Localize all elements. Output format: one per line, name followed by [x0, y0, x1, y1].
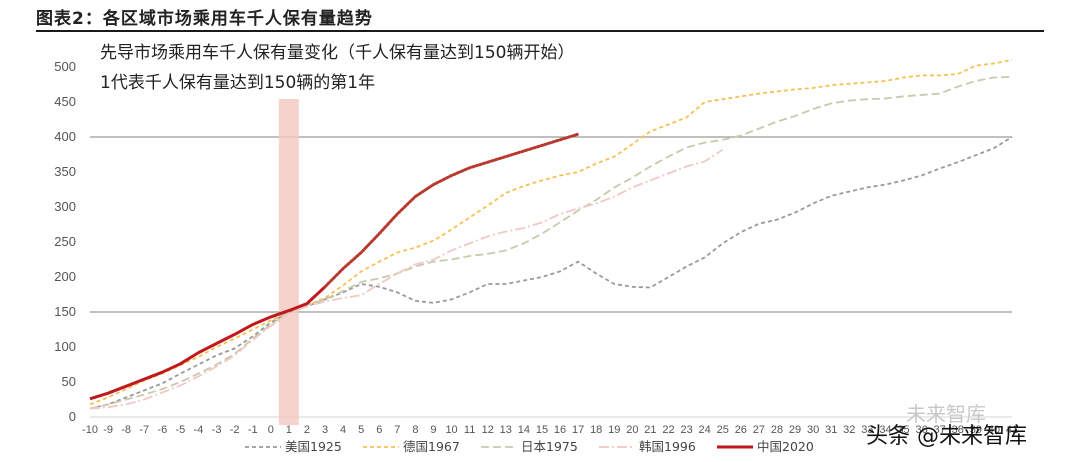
x-tick-label: 14: [518, 424, 530, 436]
series-line-china-forecast: [323, 132, 580, 289]
x-tick-label: 31: [825, 424, 837, 436]
x-tick-label: 28: [771, 424, 783, 436]
series-line-德国1967: [89, 59, 1013, 406]
x-tick-label: 5: [358, 424, 364, 436]
x-tick-label: 39: [970, 424, 982, 436]
x-tick-label: -2: [230, 424, 240, 436]
x-tick-label: 25: [717, 424, 729, 436]
x-tick-label: 21: [644, 424, 656, 436]
title-rule: [36, 30, 1044, 32]
x-tick-label: 30: [807, 424, 819, 436]
x-tick-label: 34: [879, 424, 891, 436]
grid-layer: [90, 136, 1012, 418]
highlight-band-year-1: [278, 99, 299, 425]
x-tick-label: -3: [212, 424, 222, 436]
legend-label: 德国1967: [403, 439, 460, 454]
x-tick-label: 29: [789, 424, 801, 436]
x-tick-label: 15: [536, 424, 548, 436]
legend-label: 韩国1996: [639, 439, 696, 454]
x-tick-label: 40: [988, 424, 1000, 436]
x-tick-label: -4: [194, 424, 204, 436]
watermark-faded: 未来智库: [906, 402, 986, 426]
x-tick-label: 9: [430, 424, 436, 436]
x-axis-ticks: -10 -9 -8 -7 -6 -5 -4 -3 -2 -1 0 1 2 3 4 5 6 7 8 9 10 11 12 13 1…: [82, 424, 1018, 436]
x-tick-label: 12: [482, 424, 494, 436]
x-tick-label: 4: [340, 424, 346, 436]
y-tick-label: 0: [69, 409, 76, 424]
x-tick-label: 16: [554, 424, 566, 436]
y-tick-label: 250: [54, 234, 76, 249]
x-tick-label: 33: [861, 424, 873, 436]
chart-subtitle: 1代表千人保有量达到150辆的第1年: [100, 73, 375, 93]
y-tick-label: 350: [54, 164, 76, 179]
x-tick-label: -5: [176, 424, 186, 436]
x-tick-label: 23: [680, 424, 692, 436]
x-tick-label: 11: [464, 424, 475, 436]
legend-label: 中国2020: [757, 439, 814, 454]
series-line-中国2020: [89, 285, 327, 401]
x-tick-label: 2: [304, 424, 310, 436]
x-tick-label: 8: [412, 424, 418, 436]
y-tick-label: 450: [54, 94, 76, 109]
x-tick-label: 18: [590, 424, 602, 436]
x-tick-label: 13: [500, 424, 512, 436]
x-tick-label: -7: [139, 424, 149, 436]
y-tick-label: 100: [54, 339, 76, 354]
x-tick-label: 24: [699, 424, 711, 436]
y-tick-label: 200: [54, 269, 76, 284]
x-tick-label: 1: [286, 424, 292, 436]
figure-title: 图表2：各区域市场乘用车千人保有量趋势: [36, 9, 373, 29]
x-tick-label: 19: [608, 424, 620, 436]
x-tick-label: 20: [626, 424, 638, 436]
x-tick-label: 41: [1006, 424, 1018, 436]
x-tick-label: 0: [268, 424, 274, 436]
y-tick-label: 400: [54, 129, 76, 144]
x-tick-label: -9: [103, 424, 113, 436]
x-tick-label: 27: [753, 424, 765, 436]
x-tick-label: 37: [934, 424, 946, 436]
series-line-美国1925: [89, 136, 1013, 410]
x-tick-label: 10: [445, 424, 457, 436]
x-tick-label: 26: [735, 424, 747, 436]
x-tick-label: 22: [662, 424, 674, 436]
x-tick-label: -1: [248, 424, 258, 436]
x-tick-label: 32: [843, 424, 855, 436]
legend-label: 日本1975: [521, 439, 578, 454]
series-line-韩国1996: [89, 148, 724, 410]
y-tick-label: 150: [54, 304, 76, 319]
x-tick-label: 17: [572, 424, 584, 436]
watermark: 头条 @未来智库: [866, 424, 1027, 449]
y-tick-label: 500: [54, 59, 76, 74]
x-tick-label: 35: [897, 424, 909, 436]
x-tick-label: 36: [915, 424, 927, 436]
x-tick-label: -10: [82, 424, 98, 436]
x-tick-label: -6: [157, 424, 167, 436]
legend-label: 美国1925: [285, 439, 342, 454]
x-tick-label: -8: [121, 424, 131, 436]
y-tick-label: 300: [54, 199, 76, 214]
series-layer: [89, 59, 1013, 410]
legend: 美国1925 德国1967 日本1975 韩国1996 中国2020: [245, 439, 814, 454]
y-axis-ticks: 0 50 100 150 200 250 300 350 400 450 500: [54, 59, 76, 424]
x-tick-label: 38: [952, 424, 964, 436]
x-tick-label: 3: [322, 424, 328, 436]
x-tick-label: 7: [394, 424, 400, 436]
x-tick-label: 6: [376, 424, 382, 436]
y-tick-label: 50: [62, 374, 76, 389]
chart-title: 先导市场乘用车千人保有量变化（千人保有量达到150辆开始）: [100, 43, 574, 63]
